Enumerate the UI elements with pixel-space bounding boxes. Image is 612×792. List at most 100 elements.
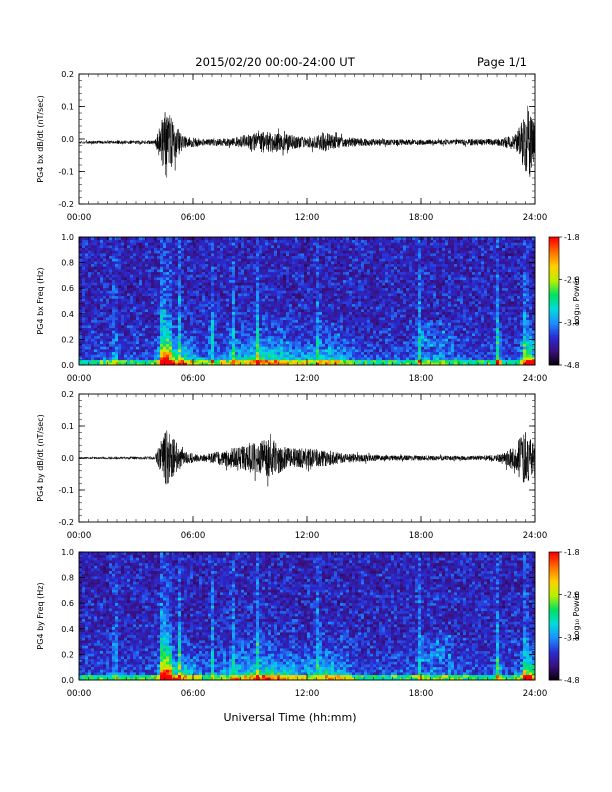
spectrogram-cell — [148, 274, 152, 278]
spectrogram-cell — [370, 239, 374, 243]
spectrogram-cell — [193, 341, 197, 345]
spectrogram-cell — [295, 285, 299, 289]
spectrogram-cell — [205, 362, 209, 366]
spectrogram-cell — [205, 346, 209, 350]
spectrogram-cell — [298, 250, 302, 254]
spectrogram-cell — [301, 325, 305, 329]
spectrogram-cell — [118, 293, 122, 297]
spectrogram-cell — [352, 346, 356, 350]
spectrogram-cell — [82, 290, 86, 294]
spectrogram-cell — [196, 330, 200, 334]
spectrogram-cell — [190, 255, 194, 259]
spectrogram-cell — [286, 343, 290, 347]
spectrogram-cell — [85, 306, 89, 310]
y-tick-label: 0.2 — [61, 70, 74, 79]
spectrogram-cell — [133, 319, 137, 323]
spectrogram-cell — [244, 269, 248, 273]
spectrogram-cell — [358, 261, 362, 265]
spectrogram-cell — [322, 261, 326, 265]
spectrogram-cell — [340, 298, 344, 302]
spectrogram-cell — [121, 346, 125, 350]
spectrogram-cell — [370, 245, 374, 249]
spectrogram-cell — [91, 279, 95, 283]
spectrogram-cell — [337, 359, 341, 363]
spectrogram-cell — [373, 314, 377, 318]
spectrogram-cell — [157, 263, 161, 267]
spectrogram-cell — [328, 261, 332, 265]
spectrogram-cell — [343, 301, 347, 305]
spectrogram-cell — [223, 354, 227, 358]
spectrogram-cell — [133, 309, 137, 313]
spectrogram-cell — [214, 325, 218, 329]
spectrogram-cell — [205, 239, 209, 243]
spectrogram-cell — [91, 247, 95, 251]
spectrogram-cell — [295, 269, 299, 273]
spectrogram-cell — [118, 359, 122, 363]
spectrogram-cell — [85, 314, 89, 318]
spectrogram-cell — [109, 338, 113, 342]
spectrogram-cell — [280, 247, 284, 251]
spectrogram-cell — [166, 295, 170, 299]
spectrogram-cell — [370, 333, 374, 337]
spectrogram-cell — [196, 253, 200, 257]
spectrogram-cell — [364, 247, 368, 251]
spectrogram-cell — [157, 245, 161, 249]
spectrogram-cell — [316, 330, 320, 334]
spectrogram-cell — [79, 311, 83, 315]
spectrogram-cell — [112, 362, 116, 366]
spectrogram-cell — [373, 285, 377, 289]
spectrogram-cell — [358, 255, 362, 259]
spectrogram-cell — [205, 354, 209, 358]
spectrogram-cell — [340, 303, 344, 307]
spectrogram-cell — [199, 245, 203, 249]
spectrogram-cell — [112, 295, 116, 299]
spectrogram-cell — [142, 277, 146, 281]
spectrogram-cell — [244, 359, 248, 363]
spectrogram-cell — [361, 317, 365, 321]
spectrogram-cell — [328, 314, 332, 318]
spectrogram-cell — [346, 327, 350, 331]
spectrogram-cell — [274, 242, 278, 246]
spectrogram-cell — [277, 263, 281, 267]
spectrogram-cell — [361, 245, 365, 249]
spectrogram-cell — [184, 338, 188, 342]
spectrogram-cell — [226, 279, 230, 283]
spectrogram-cell — [283, 271, 287, 275]
spectrogram-cell — [265, 261, 269, 265]
spectrogram-cell — [97, 266, 101, 270]
spectrogram-cell — [118, 303, 122, 307]
spectrogram-cell — [355, 247, 359, 251]
spectrogram-cell — [250, 247, 254, 251]
spectrogram-cell — [376, 303, 380, 307]
spectrogram-cell — [340, 255, 344, 259]
spectrogram-cell — [334, 282, 338, 286]
spectrogram-cell — [364, 309, 368, 313]
spectrogram-cell — [157, 282, 161, 286]
spectrogram-cell — [175, 282, 179, 286]
spectrogram-cell — [169, 293, 173, 297]
spectrogram-cell — [91, 295, 95, 299]
spectrogram-cell — [325, 311, 329, 315]
spectrogram-cell — [355, 322, 359, 326]
spectrogram-cell — [142, 282, 146, 286]
spectrogram-cell — [268, 261, 272, 265]
spectrogram-cell — [217, 298, 221, 302]
spectrogram-cell — [343, 239, 347, 243]
spectrogram-cell — [367, 330, 371, 334]
spectrogram-cell — [88, 330, 92, 334]
spectrogram-cell — [91, 250, 95, 254]
spectrogram-cell — [229, 266, 233, 270]
spectrogram-cell — [220, 263, 224, 267]
spectrogram-cell — [271, 343, 275, 347]
spectrogram-cell — [217, 285, 221, 289]
spectrogram-cell — [307, 325, 311, 329]
spectrogram-cell — [145, 354, 149, 358]
spectrogram-cell — [298, 247, 302, 251]
spectrogram-cell — [322, 239, 326, 243]
spectrogram-cell — [325, 239, 329, 243]
spectrogram-cell — [103, 271, 107, 275]
spectrogram-cell — [334, 279, 338, 283]
spectrogram-cell — [244, 253, 248, 257]
spectrogram-cell — [151, 301, 155, 305]
spectrogram-cell — [145, 362, 149, 366]
